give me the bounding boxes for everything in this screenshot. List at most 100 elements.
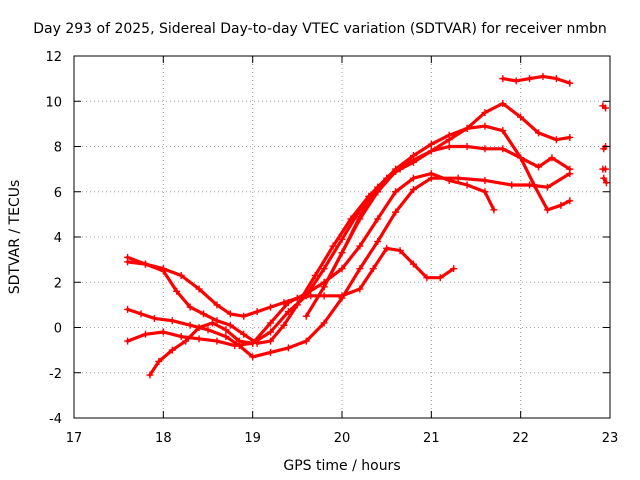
data-point (481, 122, 489, 130)
series-s9 (599, 102, 610, 112)
data-point (141, 330, 149, 338)
data-point (499, 75, 507, 83)
data-point (383, 244, 391, 252)
series-s10 (600, 143, 610, 153)
series-s3 (124, 170, 574, 361)
data-point (356, 285, 364, 293)
data-point (226, 310, 234, 318)
data-point (409, 185, 417, 193)
series-line (126, 172, 496, 348)
series-line (322, 124, 572, 289)
data-point (231, 342, 239, 350)
data-point (508, 181, 516, 189)
data-point (392, 165, 400, 173)
data-point (168, 317, 176, 325)
data-point (481, 109, 489, 117)
data-point (320, 265, 328, 273)
data-point (427, 140, 435, 148)
y-tick-label: 10 (45, 95, 62, 110)
data-point (445, 143, 453, 150)
y-tick-label: -2 (49, 367, 62, 382)
data-point (267, 337, 275, 345)
y-tick-label: 8 (54, 141, 62, 156)
data-point (517, 113, 525, 121)
data-point (267, 348, 275, 356)
series-line (501, 74, 572, 85)
data-point (548, 154, 556, 162)
data-point (159, 265, 167, 273)
data-point (284, 344, 292, 352)
data-point (409, 152, 417, 160)
data-point (124, 253, 132, 261)
data-point (302, 337, 310, 345)
data-point (284, 308, 292, 316)
data-point (374, 215, 382, 223)
series-line (126, 172, 572, 359)
data-point (517, 154, 525, 162)
data-point (499, 127, 507, 135)
data-point (374, 183, 382, 191)
data-point (302, 312, 310, 320)
data-point (338, 294, 346, 302)
data-point (329, 242, 337, 250)
chart-title: Day 293 of 2025, Sidereal Day-to-day VTE… (33, 21, 607, 37)
data-point (222, 333, 230, 341)
data-point (168, 346, 176, 354)
data-point (124, 337, 132, 345)
data-point (186, 303, 194, 311)
data-point (369, 265, 377, 273)
series-s8 (499, 72, 574, 87)
series-s6 (302, 100, 574, 320)
data-point (302, 292, 310, 300)
data-point (445, 176, 453, 184)
data-point (280, 321, 288, 329)
data-point (159, 328, 167, 336)
data-point (427, 170, 435, 178)
y-tick-label: 6 (54, 186, 62, 201)
data-point (392, 208, 400, 216)
data-point (177, 271, 185, 279)
data-point (463, 124, 471, 132)
data-point (240, 330, 248, 338)
data-series (124, 72, 610, 379)
data-point (557, 201, 565, 209)
data-point (423, 274, 431, 282)
data-point (320, 283, 328, 291)
data-point (463, 181, 471, 189)
data-point (552, 136, 560, 144)
data-point (150, 314, 158, 322)
data-point (226, 321, 234, 329)
data-point (356, 213, 364, 221)
data-point (535, 129, 543, 137)
data-point (204, 326, 212, 334)
x-tick-label: 23 (602, 431, 619, 446)
x-tick-label: 20 (334, 431, 351, 446)
data-point (566, 133, 574, 141)
data-point (182, 337, 190, 345)
series-s5 (146, 143, 574, 379)
x-tick-label: 21 (423, 431, 440, 446)
y-tick-label: -4 (49, 412, 62, 427)
data-point (409, 174, 417, 182)
data-point (177, 333, 185, 341)
data-point (240, 312, 248, 320)
data-point (356, 242, 364, 250)
data-point (267, 328, 275, 336)
data-point (530, 181, 538, 189)
data-point (124, 305, 132, 313)
data-point (320, 292, 328, 300)
y-tick-label: 2 (54, 276, 62, 291)
data-point (436, 274, 444, 282)
data-point (374, 238, 382, 246)
data-point (481, 176, 489, 184)
data-point (450, 265, 458, 273)
data-point (213, 317, 221, 325)
data-point (146, 371, 154, 379)
x-tick-label: 19 (244, 431, 261, 446)
data-point (499, 145, 507, 153)
data-point (173, 287, 181, 295)
data-point (213, 337, 221, 345)
data-point (284, 299, 292, 307)
data-point (499, 100, 507, 108)
data-point (602, 104, 610, 112)
